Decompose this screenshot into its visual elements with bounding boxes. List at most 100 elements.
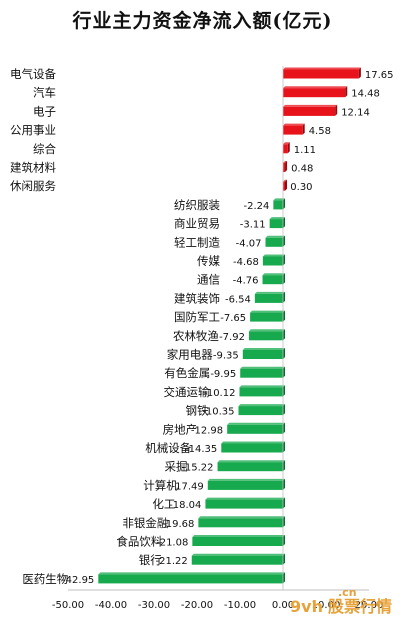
bar-8 bbox=[269, 217, 285, 229]
bar-14 bbox=[248, 329, 285, 341]
bar-top bbox=[283, 161, 288, 163]
bar-top bbox=[254, 291, 285, 294]
bar-21 bbox=[217, 460, 285, 472]
bar-side bbox=[283, 478, 285, 490]
bar-side bbox=[283, 572, 285, 584]
category-label: 纺织服装 bbox=[174, 198, 220, 212]
category-label: 钢铁 bbox=[185, 404, 208, 418]
category-label: 电气设备 bbox=[10, 67, 56, 81]
category-label: 国防军工 bbox=[174, 310, 220, 324]
value-label: 14.48 bbox=[351, 89, 380, 100]
bar-front bbox=[191, 555, 283, 565]
bar-front bbox=[265, 237, 283, 247]
bar-top bbox=[205, 497, 285, 500]
bar-side bbox=[345, 86, 348, 98]
category-label: 计算机 bbox=[143, 478, 178, 492]
bar-top bbox=[98, 572, 285, 575]
value-label: 0.48 bbox=[291, 164, 313, 175]
bar-15 bbox=[242, 348, 285, 359]
bar-front bbox=[283, 144, 288, 154]
bar-23 bbox=[205, 497, 285, 509]
bar-11 bbox=[262, 273, 285, 285]
bar-top bbox=[248, 329, 285, 332]
bar-top bbox=[198, 516, 285, 519]
bar-top bbox=[242, 348, 285, 350]
category-label: 家用电器 bbox=[167, 348, 213, 362]
bar-side bbox=[283, 329, 285, 341]
value-label: -17.49 bbox=[172, 481, 204, 492]
bar-top bbox=[283, 86, 348, 89]
value-label: -14.35 bbox=[185, 444, 217, 455]
bar-front bbox=[198, 518, 283, 528]
x-tick-label: 0.00 bbox=[272, 600, 294, 611]
category-label: 电子 bbox=[33, 104, 56, 118]
value-label: 17.65 bbox=[365, 70, 394, 81]
bar-top bbox=[269, 217, 285, 220]
category-label: 交通运输 bbox=[163, 385, 209, 399]
bar-side bbox=[335, 104, 338, 116]
value-label: -9.95 bbox=[210, 369, 236, 380]
bar-front bbox=[221, 443, 283, 453]
value-label: 0.30 bbox=[290, 182, 312, 193]
bar-22 bbox=[207, 478, 285, 490]
bar-side bbox=[283, 348, 285, 359]
bar-19 bbox=[227, 422, 285, 434]
bar-front bbox=[239, 387, 283, 397]
value-label: -6.54 bbox=[225, 294, 251, 305]
category-label: 采掘 bbox=[165, 460, 188, 474]
value-label: -9.35 bbox=[213, 351, 239, 362]
bar-side bbox=[287, 142, 290, 154]
bar-side bbox=[283, 366, 285, 378]
category-label: 汽车 bbox=[33, 86, 56, 100]
bar-top bbox=[217, 460, 285, 463]
bar-side bbox=[283, 235, 285, 247]
bar-24 bbox=[198, 516, 285, 528]
bar-16 bbox=[240, 366, 285, 378]
bar-front bbox=[238, 406, 283, 416]
bar-17 bbox=[239, 385, 285, 397]
bar-top bbox=[239, 385, 285, 388]
bar-front bbox=[217, 462, 283, 472]
bar-front bbox=[205, 499, 283, 509]
bar-9 bbox=[265, 235, 285, 247]
bar-top bbox=[240, 366, 285, 369]
category-label: 医药生物 bbox=[22, 572, 68, 586]
bar-front bbox=[283, 181, 285, 191]
bar-top bbox=[283, 104, 338, 107]
bar-25 bbox=[192, 535, 285, 546]
bar-side bbox=[283, 385, 285, 397]
bar-front bbox=[98, 574, 283, 584]
bar-26 bbox=[191, 553, 285, 565]
category-label: 综合 bbox=[33, 142, 56, 156]
value-labels: 17.65 14.48 12.14 4.58 1.11 0.48 0.30 -2.24 -3.1… bbox=[62, 70, 393, 586]
category-label: 机械设备 bbox=[145, 441, 191, 455]
watermark-logo: 9vh .cn 股票行情 bbox=[290, 586, 392, 616]
bar-front bbox=[254, 293, 283, 303]
bar-5 bbox=[283, 161, 288, 172]
bar-front bbox=[192, 537, 283, 546]
bar-top bbox=[238, 404, 285, 407]
value-label: -7.65 bbox=[220, 313, 246, 324]
bar-side bbox=[283, 198, 285, 210]
bar-top bbox=[262, 273, 285, 276]
bar-front bbox=[283, 88, 346, 98]
x-axis: -50.00 -40.00 -30.00 -20.00 -10.00 0.00 10.00 2… bbox=[52, 66, 383, 611]
value-label: -4.76 bbox=[233, 276, 259, 287]
bar-side bbox=[283, 291, 285, 303]
bar-27 bbox=[98, 572, 285, 584]
category-label: 休闲服务 bbox=[10, 179, 56, 193]
bar-top bbox=[207, 478, 285, 481]
value-label: -10.12 bbox=[203, 388, 235, 399]
bar-3 bbox=[283, 123, 305, 135]
value-label: -2.24 bbox=[243, 201, 269, 212]
bar-side bbox=[283, 497, 285, 509]
watermark-mark: 9vh bbox=[290, 597, 323, 616]
category-label: 建筑装饰 bbox=[174, 291, 220, 305]
bar-side bbox=[302, 123, 305, 135]
bar-front bbox=[262, 275, 283, 285]
bar-front bbox=[283, 163, 286, 172]
bar-side bbox=[283, 273, 285, 285]
category-label: 非银金融 bbox=[122, 516, 168, 530]
bar-side bbox=[283, 553, 285, 565]
bar-top bbox=[192, 535, 285, 537]
